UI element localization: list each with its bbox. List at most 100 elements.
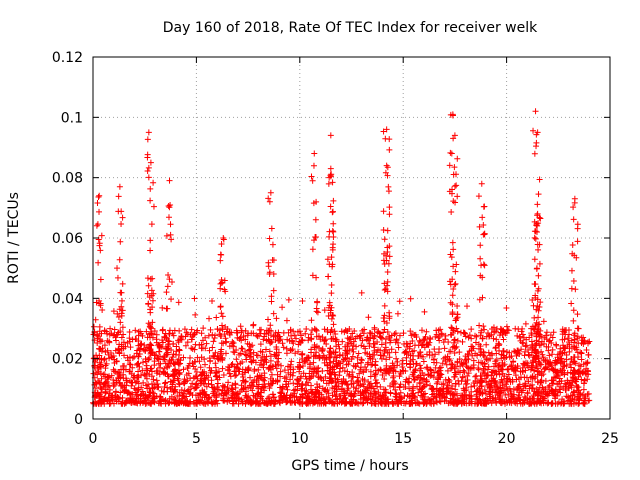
data-point [229,386,236,393]
data-point [159,304,166,311]
data-point [504,366,511,373]
data-point [94,199,101,206]
data-point [510,386,517,393]
data-point [217,327,224,334]
x-tick-label: 25 [601,431,619,447]
data-point [288,358,295,365]
data-point [421,308,428,315]
data-point [308,317,315,324]
data-point [126,329,133,336]
data-point [451,183,458,190]
data-point [464,303,471,310]
data-point [301,358,308,365]
data-point [325,180,332,187]
data-point [277,368,284,375]
data-point [117,289,124,296]
data-point [163,289,170,296]
data-point [277,336,284,343]
data-point [330,220,337,227]
data-point [135,368,142,375]
data-point [512,325,519,332]
data-point [185,370,192,377]
data-point [468,383,475,390]
data-point [384,269,391,276]
data-point [148,221,155,228]
data-point [188,326,195,333]
data-point [153,367,160,374]
data-point [243,352,250,359]
data-point [162,330,169,337]
data-point [454,328,461,335]
data-point [492,345,499,352]
data-point [110,376,117,383]
data-point [358,356,365,363]
data-point [338,328,345,335]
data-point [286,364,293,371]
data-point [161,384,168,391]
data-point [191,295,198,302]
data-point [110,308,117,315]
data-point [484,366,491,373]
data-point [250,322,257,329]
data-point [308,173,315,180]
data-point [242,336,249,343]
data-point [209,297,216,304]
data-point [219,365,226,372]
data-point [522,343,529,350]
data-point [568,285,575,292]
data-point [132,327,139,334]
data-point [198,330,205,337]
data-point [205,395,212,402]
data-point [144,334,151,341]
data-point [533,265,540,272]
x-tick-label: 5 [192,431,201,447]
data-point [452,280,459,287]
data-point [119,214,126,221]
data-point [508,362,515,369]
data-point [114,274,121,281]
data-point [411,342,418,349]
data-point [156,348,163,355]
data-point [452,268,459,275]
data-point [483,341,490,348]
data-point [381,312,388,319]
data-point [479,214,486,221]
data-point [279,304,286,311]
data-point [302,330,309,337]
data-point [446,377,453,384]
data-point [347,334,354,341]
data-point [254,373,261,380]
data-point [119,394,126,401]
data-point [236,351,243,358]
data-point [90,323,97,330]
data-point [217,251,224,258]
data-point [210,388,217,395]
data-point [448,209,455,216]
data-point [117,238,124,245]
data-point [540,318,547,325]
data-point [475,365,482,372]
data-point [438,381,445,388]
data-point [150,203,157,210]
data-point [532,235,539,242]
data-point [380,315,387,322]
data-point [385,183,392,190]
data-point [539,351,546,358]
data-point [273,315,280,322]
data-point [535,272,542,279]
data-point [574,384,581,391]
data-point [522,320,529,327]
data-point [127,344,134,351]
data-point [260,336,267,343]
data-point [270,310,277,317]
data-point [114,265,121,272]
data-point [449,292,456,299]
data-point [270,287,277,294]
y-tick-label: 0.08 [52,171,83,187]
data-point [460,329,467,336]
data-point [452,386,459,393]
data-point [212,370,219,377]
data-point [95,193,102,200]
data-point [265,259,272,266]
data-point [445,376,452,383]
